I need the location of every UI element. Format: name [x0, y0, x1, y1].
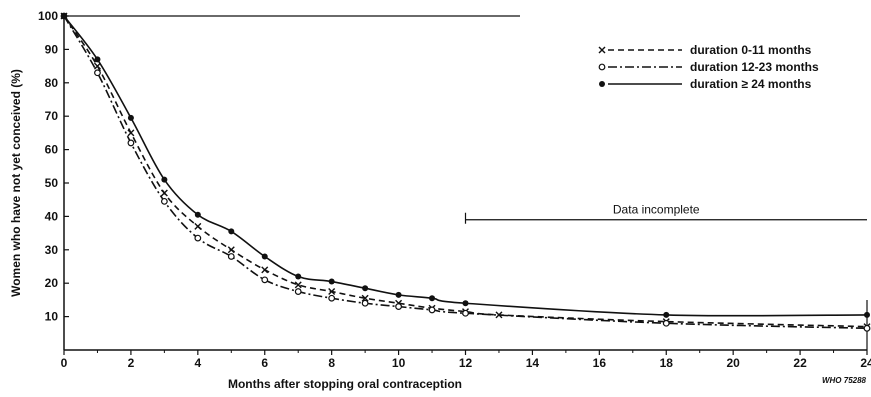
x-ticks: 0 2 4 6 8 10 12 14 16 18 20 22 24 [61, 350, 871, 370]
y-axis-label: Women who have not yet conceived (%) [9, 69, 23, 297]
x-tick-label: 8 [328, 356, 335, 370]
y-tick-label: 40 [45, 209, 59, 223]
data-point [61, 13, 67, 19]
y-tick-label: 70 [45, 109, 59, 123]
data-point [328, 294, 336, 302]
y-tick-label: 60 [45, 143, 59, 157]
series-line-2 [63, 15, 868, 330]
y-tick-label: 30 [45, 243, 59, 257]
data-point [261, 253, 268, 260]
figure-credit: WHO 75288 [822, 376, 867, 385]
annotation-layer: Data incomplete [464, 203, 867, 224]
series-layer [60, 12, 871, 332]
data-point [227, 253, 235, 260]
data-point [227, 246, 235, 254]
series-line-3 [63, 15, 868, 317]
y-tick-label: 10 [45, 310, 59, 324]
x-tick-label: 12 [459, 356, 473, 370]
data-point [462, 300, 469, 307]
legend-marker [599, 81, 605, 87]
data-point [160, 197, 168, 205]
data-point [395, 291, 402, 298]
legend-item-3: duration ≥ 24 months [599, 77, 812, 91]
legend: duration 0-11 months duration 12-23 month… [598, 43, 819, 91]
data-point [864, 311, 870, 318]
data-point [261, 276, 269, 284]
series-2 [60, 12, 871, 332]
data-point [328, 278, 335, 285]
series-3 [61, 13, 870, 318]
annotation-text: Data incomplete [613, 203, 700, 217]
data-point [395, 303, 402, 310]
data-point [94, 69, 101, 77]
data-point [428, 306, 436, 314]
y-ticks: 10 20 30 40 50 60 70 80 90 100 [38, 9, 69, 324]
legend-marker [598, 63, 606, 71]
data-point [863, 324, 871, 332]
data-point [462, 309, 469, 317]
data-point [328, 288, 336, 296]
y-tick-label: 20 [45, 276, 59, 290]
x-tick-label: 20 [726, 356, 740, 370]
legend-label: duration 12-23 months [690, 60, 819, 74]
x-tick-label: 16 [593, 356, 607, 370]
x-tick-label: 4 [194, 356, 201, 370]
x-axis-label: Months after stopping oral contraception [228, 377, 462, 391]
x-tick-label: 22 [793, 356, 807, 370]
data-point [294, 281, 302, 289]
y-tick-label: 90 [45, 42, 59, 56]
x-tick-label: 24 [860, 356, 871, 370]
x-tick-label: 14 [526, 356, 540, 370]
data-point [161, 176, 168, 183]
data-point [228, 228, 235, 235]
legend-item-1: duration 0-11 months [598, 43, 812, 57]
data-point [160, 189, 168, 197]
data-point [662, 319, 670, 327]
data-point [429, 295, 436, 302]
data-point [495, 311, 503, 319]
data-point [295, 273, 302, 280]
legend-label: duration ≥ 24 months [690, 77, 812, 91]
data-point [361, 299, 369, 307]
data-point [127, 114, 134, 121]
data-point [361, 294, 369, 302]
legend-label: duration 0-11 months [690, 43, 812, 57]
data-point [194, 211, 201, 218]
data-point [261, 266, 269, 274]
x-tick-label: 0 [61, 356, 68, 370]
data-point [194, 222, 202, 230]
data-point [127, 139, 135, 147]
data-point [194, 234, 202, 242]
legend-marker [598, 46, 606, 54]
data-point [127, 129, 135, 137]
data-point [294, 288, 302, 295]
y-tick-label: 50 [45, 176, 59, 190]
data-point [362, 285, 369, 292]
x-tick-label: 18 [660, 356, 674, 370]
data-point [93, 62, 101, 70]
x-tick-label: 6 [261, 356, 268, 370]
x-tick-label: 2 [128, 356, 135, 370]
y-tick-label: 100 [38, 9, 58, 23]
data-point [94, 56, 101, 63]
legend-item-2: duration 12-23 months [598, 60, 819, 74]
data-point [663, 311, 670, 318]
y-tick-label: 80 [45, 76, 59, 90]
x-tick-label: 10 [392, 356, 406, 370]
